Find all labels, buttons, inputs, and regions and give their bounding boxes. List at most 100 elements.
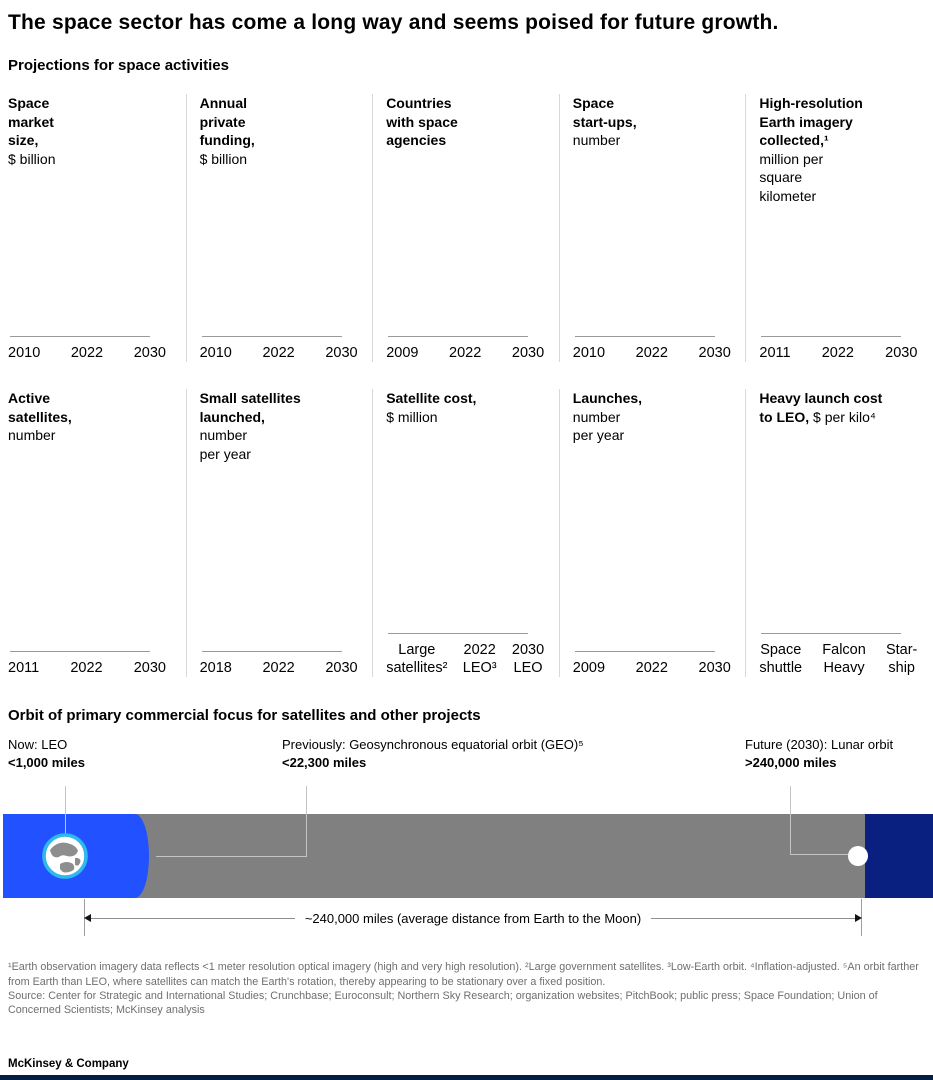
orbit-heading: Orbit of primary commercial focus for sa… xyxy=(8,707,481,725)
axis-baseline xyxy=(388,336,529,338)
orbit-label-future: Future (2030): Lunar orbit >240,000 mile… xyxy=(745,736,893,771)
axis-ticks: Space shuttle Falcon Heavy Star- ship xyxy=(759,641,917,677)
axis-tick: 2030 xyxy=(885,345,918,362)
panel-unit: number per year xyxy=(572,408,625,444)
axis-ticks: 2009 2022 2030 xyxy=(386,344,544,362)
axis-tick: 2022 LEO³ xyxy=(462,641,497,677)
axis-tick: 2022 xyxy=(635,660,668,677)
axis-tick: Star- ship xyxy=(885,641,918,677)
chart-panel-5: High-resolution Earth imagery collected,… xyxy=(746,94,933,362)
axis-tick: 2030 xyxy=(511,345,545,362)
panel-header: Small satellites launched, number per ye… xyxy=(200,389,332,463)
panel-title: Small satellites launched, xyxy=(199,390,301,425)
empty-plot-area xyxy=(200,463,365,651)
axis-tick: 2009 xyxy=(386,345,419,362)
axis-tick: 2022 xyxy=(70,345,104,362)
panel-title: Space market size, xyxy=(8,95,54,149)
arrowhead-right-icon xyxy=(855,914,862,923)
lunar-orbit-region xyxy=(865,814,933,899)
leader-line-future-horizontal xyxy=(790,854,852,856)
panel-unit: $ million xyxy=(386,408,438,425)
axis-ticks: 2011 2022 2030 xyxy=(8,659,166,677)
chart-panel-7: Small satellites launched, number per ye… xyxy=(187,389,374,678)
axis-tick: 2011 xyxy=(8,660,40,677)
axis-tick: 2010 xyxy=(8,345,41,362)
panel-header: Heavy launch cost to LEO, $ per kilo⁴ xyxy=(759,389,891,426)
footnote-text: ¹Earth observation imagery data reflects… xyxy=(8,961,919,988)
panel-unit: $ billion xyxy=(8,150,56,167)
panel-grid-row2: Active satellites, number 2011 2022 2030 Sma… xyxy=(0,389,933,678)
axis-tick: 2022 xyxy=(262,345,295,362)
leo-region-bulge xyxy=(121,814,149,899)
leader-line-previously-vertical xyxy=(306,786,307,858)
axis-ticks: 2011 2022 2030 xyxy=(759,344,917,362)
orbit-label-previously-value: <22,300 miles xyxy=(282,754,367,770)
axis-tick: 2030 xyxy=(133,345,166,362)
empty-plot-area xyxy=(386,150,551,336)
axis-tick: 2030 xyxy=(325,660,358,677)
chart-panel-3: Countries with space agencies 2009 2022 203… xyxy=(373,94,560,363)
source-note: Source: Center for Strategic and Interna… xyxy=(8,989,878,1017)
leader-line-previously-horizontal xyxy=(156,856,307,858)
panel-header: Launches, number per year xyxy=(573,389,705,444)
axis-ticks: 2010 2022 2030 xyxy=(8,344,166,362)
axis-ticks: 2010 2022 2030 xyxy=(200,344,358,362)
axis-tick: Falcon Heavy xyxy=(822,641,866,677)
axis-tick: 2011 xyxy=(759,345,791,362)
axis-baseline xyxy=(761,632,902,634)
axis-tick: Large satellites² xyxy=(386,641,448,677)
empty-plot-area xyxy=(759,205,925,336)
panel-title: Heavy launch cost to LEO, xyxy=(759,390,883,425)
orbit-label-now-value: <1,000 miles xyxy=(8,754,85,770)
axis-tick: 2022 xyxy=(262,660,295,677)
chart-panel-10: Heavy launch cost to LEO, $ per kilo⁴ Spa… xyxy=(746,389,933,677)
panel-title: High-resolution Earth imagery collected,… xyxy=(759,95,863,149)
panel-title: Satellite cost, xyxy=(386,390,477,407)
panel-unit: million per square kilometer xyxy=(759,150,824,204)
axis-baseline xyxy=(10,336,150,338)
panel-title: Annual private funding, xyxy=(199,95,255,149)
panel-header: Space market size, $ billion xyxy=(8,94,140,168)
axis-baseline xyxy=(574,651,715,653)
axis-tick: 2030 xyxy=(133,660,166,677)
axis-tick: 2022 xyxy=(821,345,854,362)
empty-plot-area xyxy=(386,426,551,633)
axis-baseline xyxy=(761,336,902,338)
panel-unit: number xyxy=(8,427,56,444)
axis-baseline xyxy=(201,651,342,653)
orbit-label-previously: Previously: Geosynchronous equatorial or… xyxy=(282,736,584,771)
empty-plot-area xyxy=(573,445,738,651)
panel-header: Annual private funding, $ billion xyxy=(200,94,332,168)
page-title: The space sector has come a long way and… xyxy=(8,11,779,34)
panel-header: Active satellites, number xyxy=(8,389,140,444)
chart-panel-4: Space start-ups, number 2010 2022 2030 xyxy=(560,94,747,363)
panel-header: High-resolution Earth imagery collected,… xyxy=(759,94,891,205)
panel-title: Active satellites, xyxy=(8,390,72,425)
chart-panel-9: Launches, number per year 2009 2022 2030 xyxy=(560,389,747,678)
axis-tick: 2010 xyxy=(572,345,606,362)
axis-ticks: 2009 2022 2030 xyxy=(573,659,731,677)
empty-plot-area xyxy=(759,426,925,633)
axis-tick: 2030 xyxy=(698,660,731,677)
axis-tick: 2009 xyxy=(572,660,606,677)
axis-tick: 2010 xyxy=(199,345,232,362)
empty-plot-area xyxy=(573,150,738,336)
axis-baseline xyxy=(574,336,715,338)
distance-label: ~240,000 miles (average distance from Ea… xyxy=(304,910,642,926)
orbit-label-future-text: Future (2030): Lunar orbit xyxy=(745,737,894,753)
empty-plot-area xyxy=(8,168,178,336)
brand-footer: McKinsey & Company xyxy=(8,1057,129,1070)
axis-tick: 2030 xyxy=(698,345,731,362)
chart-panel-6: Active satellites, number 2011 2022 2030 xyxy=(0,389,187,678)
chart-panel-2: Annual private funding, $ billion 2010 202… xyxy=(187,94,374,363)
axis-ticks: 2010 2022 2030 xyxy=(573,344,731,362)
distance-arrow: ~240,000 miles (average distance from Ea… xyxy=(84,910,862,926)
axis-tick: Space shuttle xyxy=(759,641,803,677)
panel-header: Countries with space agencies xyxy=(386,94,518,149)
panel-unit: $ billion xyxy=(199,150,248,167)
panel-header: Space start-ups, number xyxy=(573,94,705,149)
empty-plot-area xyxy=(200,168,365,336)
orbit-bar xyxy=(3,814,933,899)
axis-tick: 2018 xyxy=(199,660,232,677)
